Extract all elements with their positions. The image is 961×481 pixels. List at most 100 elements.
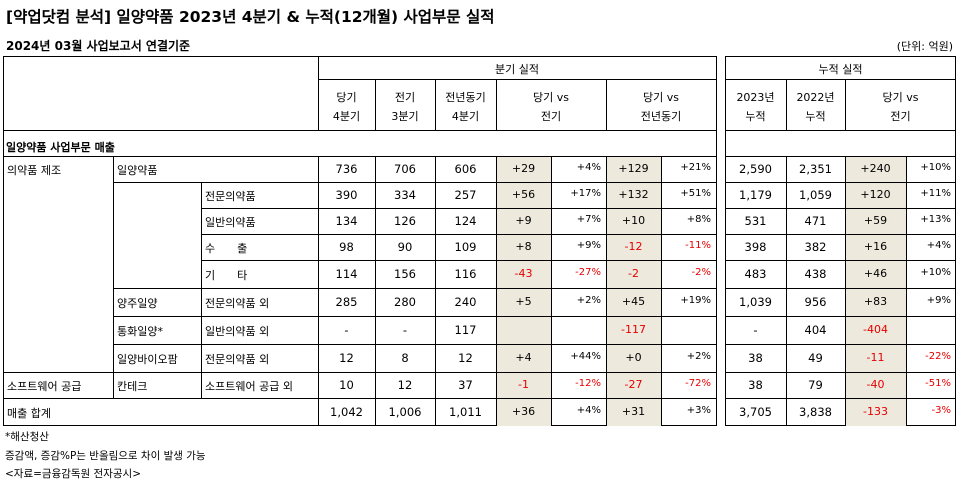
col-line bbox=[318, 260, 319, 288]
shaded-cell bbox=[497, 261, 551, 288]
value-cell: +59 bbox=[863, 214, 888, 227]
value-cell: +17% bbox=[570, 188, 601, 199]
shaded-cell bbox=[607, 399, 661, 426]
col-line bbox=[318, 372, 319, 398]
value-cell: +44% bbox=[570, 351, 601, 362]
col-line bbox=[375, 234, 376, 260]
value-cell: +8 bbox=[515, 240, 532, 253]
value-cell: -43 bbox=[514, 267, 533, 280]
row-company: 통화일양* bbox=[117, 325, 163, 338]
row-line bbox=[318, 260, 716, 261]
shaded-cell bbox=[846, 345, 906, 372]
col-line bbox=[375, 372, 376, 398]
col-line bbox=[786, 234, 787, 260]
col-line bbox=[661, 182, 662, 208]
row-segment: 일반의약품 bbox=[205, 216, 256, 229]
col-line bbox=[606, 156, 607, 182]
label-row-line bbox=[201, 234, 318, 235]
value-cell: +240 bbox=[860, 162, 891, 175]
col-line bbox=[786, 260, 787, 288]
value-cell: 12 bbox=[339, 351, 354, 365]
header-vline bbox=[375, 79, 376, 130]
label-col-line bbox=[201, 182, 202, 398]
value-cell: 10 bbox=[339, 378, 354, 392]
header-vline bbox=[318, 56, 319, 130]
shaded-cell bbox=[497, 373, 551, 398]
value-cell: 37 bbox=[458, 378, 473, 392]
col-line bbox=[845, 288, 846, 316]
col-line bbox=[375, 288, 376, 316]
col-line bbox=[318, 208, 319, 234]
shaded-cell bbox=[846, 289, 906, 316]
value-cell: 12 bbox=[397, 378, 413, 392]
header-vline bbox=[606, 79, 607, 130]
col-line bbox=[375, 182, 376, 208]
col-line bbox=[661, 316, 662, 344]
col-line bbox=[845, 344, 846, 372]
col-line bbox=[551, 156, 552, 182]
footnote-source: <자료=금융감독원 전자공시> bbox=[5, 468, 141, 480]
value-cell: +2% bbox=[686, 351, 711, 362]
col-line bbox=[661, 234, 662, 260]
value-cell: 90 bbox=[397, 240, 413, 254]
col-line bbox=[318, 234, 319, 260]
value-cell: +4% bbox=[576, 162, 601, 173]
col-line bbox=[375, 344, 376, 372]
value-cell: +46 bbox=[863, 267, 888, 280]
value-cell: -1 bbox=[518, 378, 529, 391]
value-cell: 606 bbox=[454, 162, 477, 176]
label-row-line bbox=[201, 208, 318, 209]
value-cell: 2,590 bbox=[739, 162, 772, 176]
value-cell: 240 bbox=[454, 295, 477, 309]
col-line bbox=[661, 288, 662, 316]
quarter-table-frame bbox=[3, 56, 717, 426]
col-line bbox=[496, 316, 497, 344]
col-line bbox=[496, 260, 497, 288]
value-cell: +9% bbox=[926, 295, 951, 306]
cumulative-table-frame bbox=[725, 56, 956, 426]
col-line bbox=[906, 288, 907, 316]
header-vline bbox=[786, 79, 787, 130]
value-cell: +19% bbox=[680, 295, 711, 306]
value-cell: +13% bbox=[920, 214, 951, 225]
value-cell: +45 bbox=[621, 295, 646, 308]
col-line bbox=[551, 398, 552, 426]
section-label: 일양약품 사업부문 매출 bbox=[6, 141, 115, 154]
col-line bbox=[606, 398, 607, 426]
value-cell: 116 bbox=[454, 267, 477, 281]
value-cell: 8 bbox=[401, 351, 409, 365]
col-line bbox=[496, 156, 497, 182]
row-line bbox=[725, 234, 956, 235]
shaded-cell bbox=[607, 209, 661, 234]
unit-label: (단위: 억원) bbox=[896, 40, 953, 53]
value-cell: 1,011 bbox=[449, 405, 482, 419]
value-cell: -27% bbox=[575, 267, 601, 278]
value-cell: 280 bbox=[394, 295, 416, 309]
col-line bbox=[551, 288, 552, 316]
column-header-y2022: 누적 bbox=[805, 110, 826, 123]
col-line bbox=[435, 398, 436, 426]
col-line bbox=[551, 234, 552, 260]
row-segment: 전문의약품 외 bbox=[205, 353, 270, 366]
row-company: 양주일양 bbox=[117, 297, 158, 310]
col-line bbox=[551, 208, 552, 234]
col-line bbox=[435, 156, 436, 182]
value-cell: +120 bbox=[860, 188, 891, 201]
value-cell: +21% bbox=[680, 162, 711, 173]
col-line bbox=[435, 182, 436, 208]
value-cell: 98 bbox=[339, 240, 354, 254]
value-cell: -40 bbox=[866, 378, 885, 391]
value-cell: +2% bbox=[576, 295, 601, 306]
quarter-group-header: 분기 실적 bbox=[495, 63, 539, 76]
value-cell: +4% bbox=[576, 405, 601, 416]
row-line bbox=[318, 316, 716, 317]
value-cell: -3% bbox=[931, 405, 951, 416]
row-segment: 소프트웨어 공급 외 bbox=[205, 380, 293, 393]
col-line bbox=[786, 182, 787, 208]
row-category: 소프트웨어 공급 bbox=[7, 380, 82, 393]
table-gap bbox=[717, 56, 725, 426]
row-segment: 수 출 bbox=[205, 242, 248, 255]
col-line bbox=[496, 208, 497, 234]
shaded-cell bbox=[497, 209, 551, 234]
value-cell: +11% bbox=[920, 188, 951, 199]
